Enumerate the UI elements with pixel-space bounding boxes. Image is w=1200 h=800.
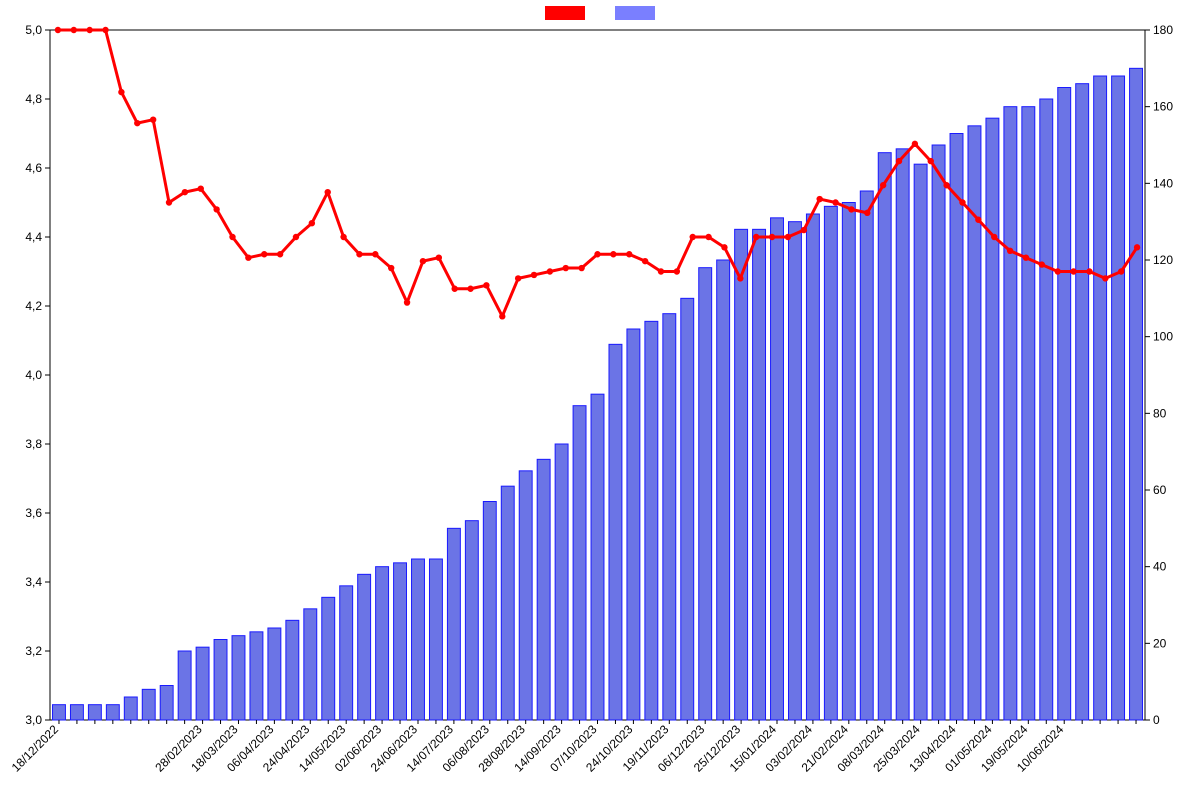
left-axis-tick-label: 4,8 <box>25 92 42 106</box>
left-axis-tick-label: 3,8 <box>25 437 42 451</box>
left-axis-tick-label: 4,6 <box>25 161 42 175</box>
right-axis-tick-label: 140 <box>1153 176 1173 190</box>
right-axis-tick-label: 0 <box>1153 713 1160 727</box>
left-axis-tick-label: 4,0 <box>25 368 42 382</box>
right-axis-tick-label: 160 <box>1153 100 1173 114</box>
right-axis-tick-label: 180 <box>1153 23 1173 37</box>
right-axis-tick-label: 20 <box>1153 636 1167 650</box>
left-axis-tick-label: 3,6 <box>25 506 42 520</box>
left-axis-tick-label: 4,4 <box>25 230 42 244</box>
left-axis-tick-label: 3,0 <box>25 713 42 727</box>
left-axis-tick-label: 5,0 <box>25 23 42 37</box>
right-axis-tick-label: 120 <box>1153 253 1173 267</box>
left-axis-tick-label: 3,2 <box>25 644 42 658</box>
left-axis-tick-label: 4,2 <box>25 299 42 313</box>
right-axis-tick-label: 60 <box>1153 483 1167 497</box>
right-axis-tick-label: 100 <box>1153 330 1173 344</box>
right-axis-tick-label: 80 <box>1153 406 1167 420</box>
combo-chart: 3,0 3,2 3,4 3,6 3,8 4,0 4,2 4,4 4,6 4,8 5,0 0 20 40 60… <box>0 0 1200 800</box>
right-axis-tick-label: 40 <box>1153 560 1167 574</box>
left-axis-tick-label: 3,4 <box>25 575 42 589</box>
